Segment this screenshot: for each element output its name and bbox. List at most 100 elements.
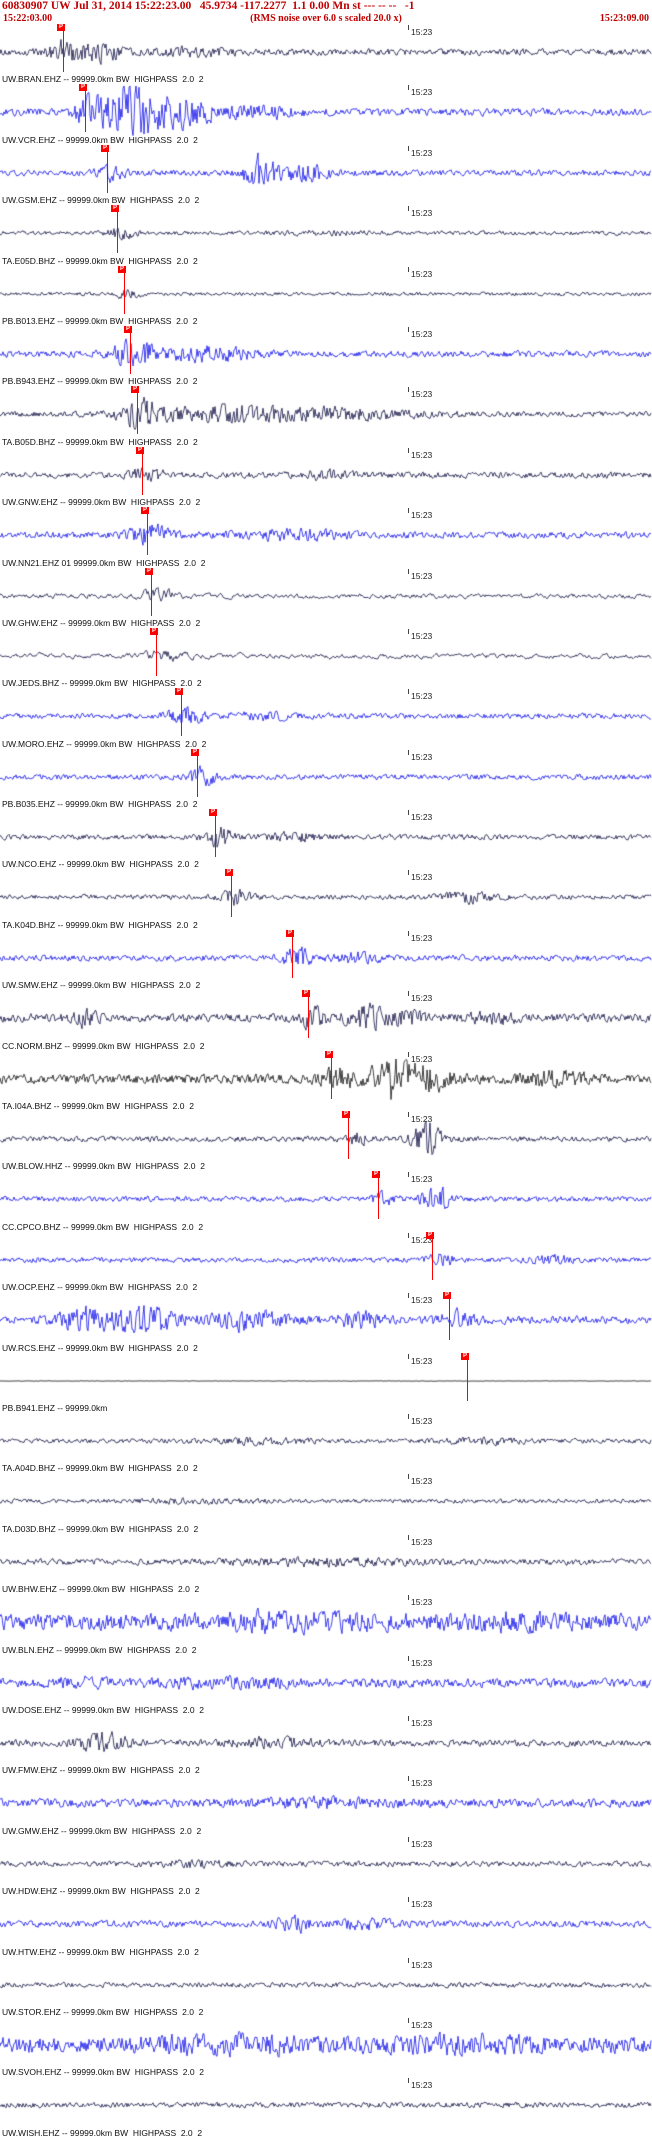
minute-tick xyxy=(408,991,409,997)
trace-row: 15:23 UW.GSM.EHZ -- 99999.0km BW HIGHPAS… xyxy=(0,144,652,206)
pick-flag[interactable]: P xyxy=(101,144,110,193)
minute-label: 15:23 xyxy=(411,1899,433,1910)
pick-flag-label: P xyxy=(57,24,66,31)
minute-tick xyxy=(408,1413,409,1419)
waveform-canvas[interactable] xyxy=(0,870,652,931)
pick-flag[interactable]: P xyxy=(209,809,218,858)
waveform-canvas[interactable] xyxy=(0,2017,652,2078)
waveform-canvas[interactable] xyxy=(0,1112,652,1173)
waveform-canvas[interactable] xyxy=(0,387,652,448)
pick-flag[interactable]: P xyxy=(286,929,295,978)
waveform-canvas[interactable] xyxy=(0,628,652,689)
waveform-canvas[interactable] xyxy=(0,447,652,508)
pick-flag[interactable]: P xyxy=(124,325,133,374)
pick-flag[interactable]: P xyxy=(191,748,200,797)
waveform-canvas[interactable] xyxy=(0,1897,652,1958)
pick-flag[interactable]: P xyxy=(225,869,234,918)
waveform-canvas[interactable] xyxy=(0,1655,652,1716)
waveform-canvas[interactable] xyxy=(0,508,652,569)
waveform-canvas[interactable] xyxy=(0,2078,652,2139)
waveform-canvas[interactable] xyxy=(0,1232,652,1293)
waveform-canvas[interactable] xyxy=(0,1172,652,1233)
waveform-canvas[interactable] xyxy=(0,1715,652,1776)
waveform-canvas[interactable] xyxy=(0,1353,652,1414)
minute-tick xyxy=(408,508,409,514)
trace-label: CC.CPCO.BHZ -- 99999.0km BW HIGHPASS 2.0… xyxy=(2,1221,204,1232)
pick-flag-label: P xyxy=(118,265,127,273)
minute-tick xyxy=(408,2017,409,2023)
minute-label: 15:23 xyxy=(411,570,433,581)
pick-flag-label: P xyxy=(302,990,311,998)
waveform-canvas[interactable] xyxy=(0,85,652,146)
waveform-canvas[interactable] xyxy=(0,930,652,991)
rms-scale-note: (RMS noise over 6.0 s scaled 20.0 x) xyxy=(250,13,402,24)
trace-row: 15:23 TA.I04A.BHZ -- 99999.0km BW HIGHPA… xyxy=(0,1050,652,1112)
waveform-canvas[interactable] xyxy=(0,1957,652,2018)
pick-flag[interactable]: P xyxy=(136,446,145,495)
pick-flag[interactable]: P xyxy=(141,507,150,556)
minute-tick xyxy=(408,1534,409,1540)
waveform-canvas[interactable] xyxy=(0,749,652,810)
waveform-canvas[interactable] xyxy=(0,689,652,750)
pick-flag[interactable]: P xyxy=(175,688,184,737)
waveform-canvas[interactable] xyxy=(0,1293,652,1354)
minute-tick xyxy=(408,1112,409,1118)
trace-row: 15:23 UW.BHW.EHZ -- 99999.0km BW HIGHPAS… xyxy=(0,1534,652,1595)
waveform-canvas[interactable] xyxy=(0,1413,652,1474)
waveform-canvas[interactable] xyxy=(0,266,652,327)
waveform-canvas[interactable] xyxy=(0,568,652,629)
pick-flag[interactable]: P xyxy=(325,1050,334,1099)
pick-flag-label: P xyxy=(124,325,133,333)
trace-label: UW.SMW.EHZ -- 99999.0km BW HIGHPASS 2.0 … xyxy=(2,980,201,991)
pick-flag[interactable]: P xyxy=(443,1292,452,1341)
minute-label: 15:23 xyxy=(411,1415,433,1426)
pick-flag-label: P xyxy=(175,688,184,696)
pick-flag[interactable]: P xyxy=(461,1352,470,1401)
waveform-canvas[interactable] xyxy=(0,1474,652,1535)
minute-tick xyxy=(408,930,409,936)
waveform-canvas[interactable] xyxy=(0,1836,652,1897)
minute-label: 15:23 xyxy=(411,812,433,823)
pick-flag-label: P xyxy=(426,1231,435,1239)
pick-flag[interactable]: P xyxy=(342,1111,351,1160)
waveform-canvas[interactable] xyxy=(0,1051,652,1112)
trace-label: PB.B035.EHZ -- 99999.0km BW HIGHPASS 2.0… xyxy=(2,799,198,810)
pick-flag-label: P xyxy=(150,627,159,635)
trace-label: UW.DOSE.EHZ -- 99999.0km BW HIGHPASS 2.0… xyxy=(2,1704,205,1715)
waveform-canvas[interactable] xyxy=(0,145,652,206)
waveform-canvas[interactable] xyxy=(0,1595,652,1656)
pick-flag[interactable]: P xyxy=(111,205,120,254)
minute-tick xyxy=(408,749,409,755)
trace-row: 15:23 CC.CPCO.BHZ -- 99999.0km BW HIGHPA… xyxy=(0,1171,652,1233)
trace-label: TA.I04A.BHZ -- 99999.0km BW HIGHPASS 2.0… xyxy=(2,1101,194,1112)
trace-row: 15:23 PB.B035.EHZ -- 99999.0km BW HIGHPA… xyxy=(0,748,652,810)
pick-flag[interactable]: P xyxy=(426,1231,435,1280)
waveform-canvas[interactable] xyxy=(0,326,652,387)
waveform-canvas[interactable] xyxy=(0,810,652,871)
pick-flag[interactable]: P xyxy=(131,386,140,435)
pick-flag[interactable]: P xyxy=(145,567,154,616)
minute-tick xyxy=(408,870,409,876)
waveform-canvas[interactable] xyxy=(0,991,652,1052)
pick-flag-label: P xyxy=(325,1050,334,1058)
trace-row: 15:23 UW.NCO.EHZ -- 99999.0km BW HIGHPAS… xyxy=(0,809,652,871)
pick-flag[interactable]: P xyxy=(79,84,88,133)
minute-tick xyxy=(408,689,409,695)
trace-label: PB.B013.EHZ -- 99999.0km BW HIGHPASS 2.0… xyxy=(2,315,198,326)
waveform-canvas[interactable] xyxy=(0,1534,652,1595)
trace-row: 15:23 TA.B05D.BHZ -- 99999.0km BW HIGHPA… xyxy=(0,386,652,448)
window-start-time: 15:22:03.00 xyxy=(3,13,53,24)
minute-label: 15:23 xyxy=(411,449,433,460)
pick-flag[interactable]: P xyxy=(57,24,66,72)
waveform-canvas[interactable] xyxy=(0,25,652,85)
pick-flag[interactable]: P xyxy=(118,265,127,314)
trace-label: UW.BRAN.EHZ -- 99999.0km BW HIGHPASS 2.0… xyxy=(2,74,204,85)
pick-flag[interactable]: P xyxy=(302,990,311,1039)
waveform-canvas[interactable] xyxy=(0,206,652,267)
waveform-canvas[interactable] xyxy=(0,1776,652,1837)
pick-flag[interactable]: P xyxy=(150,627,159,676)
trace-label: UW.NCO.EHZ -- 99999.0km BW HIGHPASS 2.0 … xyxy=(2,859,199,870)
trace-label: UW.GSM.EHZ -- 99999.0km BW HIGHPASS 2.0 … xyxy=(2,195,200,206)
minute-tick xyxy=(408,1293,409,1299)
pick-flag[interactable]: P xyxy=(372,1171,381,1220)
